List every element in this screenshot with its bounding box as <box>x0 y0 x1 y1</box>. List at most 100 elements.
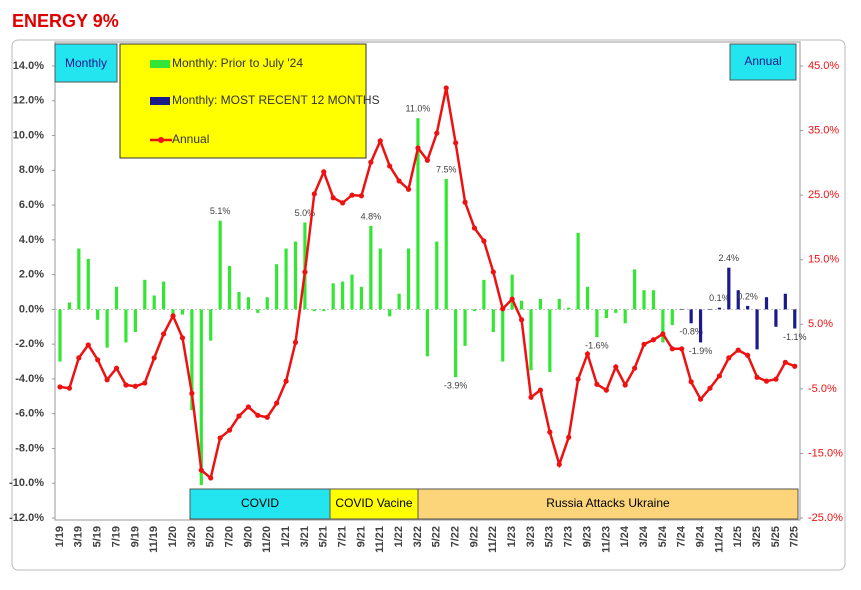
bar <box>425 309 429 357</box>
x-tick-label: 11/23 <box>600 526 612 553</box>
y-tick-label: -10.0% <box>9 477 44 489</box>
annual-point <box>208 475 214 481</box>
bar <box>86 258 90 310</box>
bar <box>406 248 411 310</box>
annual-point <box>518 317 525 323</box>
annual-point <box>735 347 741 353</box>
bar <box>698 309 703 343</box>
band-ukraine <box>417 488 799 520</box>
legend-label: Monthly: Prior to July '24 <box>172 56 303 70</box>
monthly-box-label: Monthly <box>65 56 107 70</box>
annual-point <box>104 377 110 383</box>
data-label: 5.1% <box>210 206 231 216</box>
annual-point <box>415 145 421 151</box>
data-label: 0.2% <box>737 291 758 301</box>
data-label: 0.1% <box>709 293 730 303</box>
x-tick-label: 3/25 <box>751 526 763 547</box>
bar <box>209 309 213 341</box>
bar <box>604 309 608 319</box>
monthly-box <box>54 43 118 83</box>
annual-point <box>716 373 723 379</box>
annual-point <box>85 342 91 348</box>
annual-point <box>650 337 657 343</box>
chart-title: ENERGY 9% <box>12 11 119 31</box>
annual-point <box>556 461 562 468</box>
annual-point <box>189 390 195 396</box>
annual-point <box>509 296 515 302</box>
y2-tick-label: 25.0% <box>808 189 839 201</box>
data-label: 4.8% <box>361 211 382 221</box>
annual-point <box>76 355 82 361</box>
annual-point <box>396 178 402 184</box>
x-tick-label: 3/19 <box>73 526 85 547</box>
annual-point <box>434 130 440 136</box>
bar <box>736 290 740 310</box>
legend-swatch <box>150 97 170 105</box>
x-tick-label: 9/24 <box>694 525 706 547</box>
annual-point <box>632 365 638 371</box>
annual-point <box>688 379 694 385</box>
annual-point <box>707 385 713 391</box>
data-label: -1.9% <box>689 346 713 356</box>
x-tick-label: 5/25 <box>770 526 782 547</box>
bar <box>680 309 684 310</box>
bar <box>171 309 175 315</box>
annual-point <box>424 157 430 163</box>
x-tick-label: 3/23 <box>525 526 537 547</box>
x-tick-label: 1/24 <box>619 525 631 547</box>
bar <box>764 297 769 310</box>
bar <box>519 300 524 310</box>
bar <box>567 307 571 310</box>
x-tick-label: 5/19 <box>92 526 104 547</box>
annual-point <box>217 435 223 441</box>
x-tick-label: 3/24 <box>638 525 650 547</box>
bar <box>651 290 656 310</box>
annual-point <box>537 387 544 393</box>
y-tick-label: 0.0% <box>19 303 44 315</box>
x-tick-label: 7/25 <box>789 526 801 547</box>
x-tick-label: 5/23 <box>544 526 556 547</box>
annual-point <box>697 396 704 402</box>
bar <box>529 309 533 371</box>
bar <box>576 232 580 310</box>
band-label: COVID <box>241 496 279 510</box>
bar <box>378 248 382 310</box>
annual-point <box>151 355 157 361</box>
x-tick-label: 11/21 <box>374 526 386 553</box>
annual-point <box>660 331 666 337</box>
bar <box>510 274 514 310</box>
annual-point <box>594 381 600 387</box>
annual-point <box>726 355 732 361</box>
y2-tick-label: -25.0% <box>808 512 843 524</box>
bar <box>397 293 401 310</box>
bar <box>689 309 693 324</box>
annual-point <box>575 376 581 382</box>
annual-point <box>179 335 186 341</box>
annual-point <box>66 385 73 391</box>
annual-point <box>641 341 647 347</box>
bar <box>246 297 250 310</box>
bar <box>548 309 552 372</box>
bar <box>77 248 81 310</box>
annual-point <box>311 191 317 197</box>
annual-point <box>622 382 628 388</box>
annual-point <box>57 384 63 390</box>
x-tick-label: 1/23 <box>506 526 518 547</box>
data-label: -1.1% <box>783 332 807 342</box>
bar <box>265 297 269 310</box>
x-tick-label: 11/19 <box>148 526 160 553</box>
bar <box>275 264 279 310</box>
bar <box>388 309 392 317</box>
x-tick-label: 7/21 <box>337 526 349 547</box>
bar <box>322 309 326 312</box>
bar <box>623 309 627 324</box>
x-tick-label: 3/20 <box>186 526 198 547</box>
bar <box>642 290 646 310</box>
bar <box>774 309 778 327</box>
annual-box <box>729 43 797 81</box>
annual-point <box>132 383 138 389</box>
bar <box>105 309 109 348</box>
y-tick-label: -8.0% <box>15 442 44 454</box>
annual-point <box>142 380 148 386</box>
bar <box>350 274 354 310</box>
